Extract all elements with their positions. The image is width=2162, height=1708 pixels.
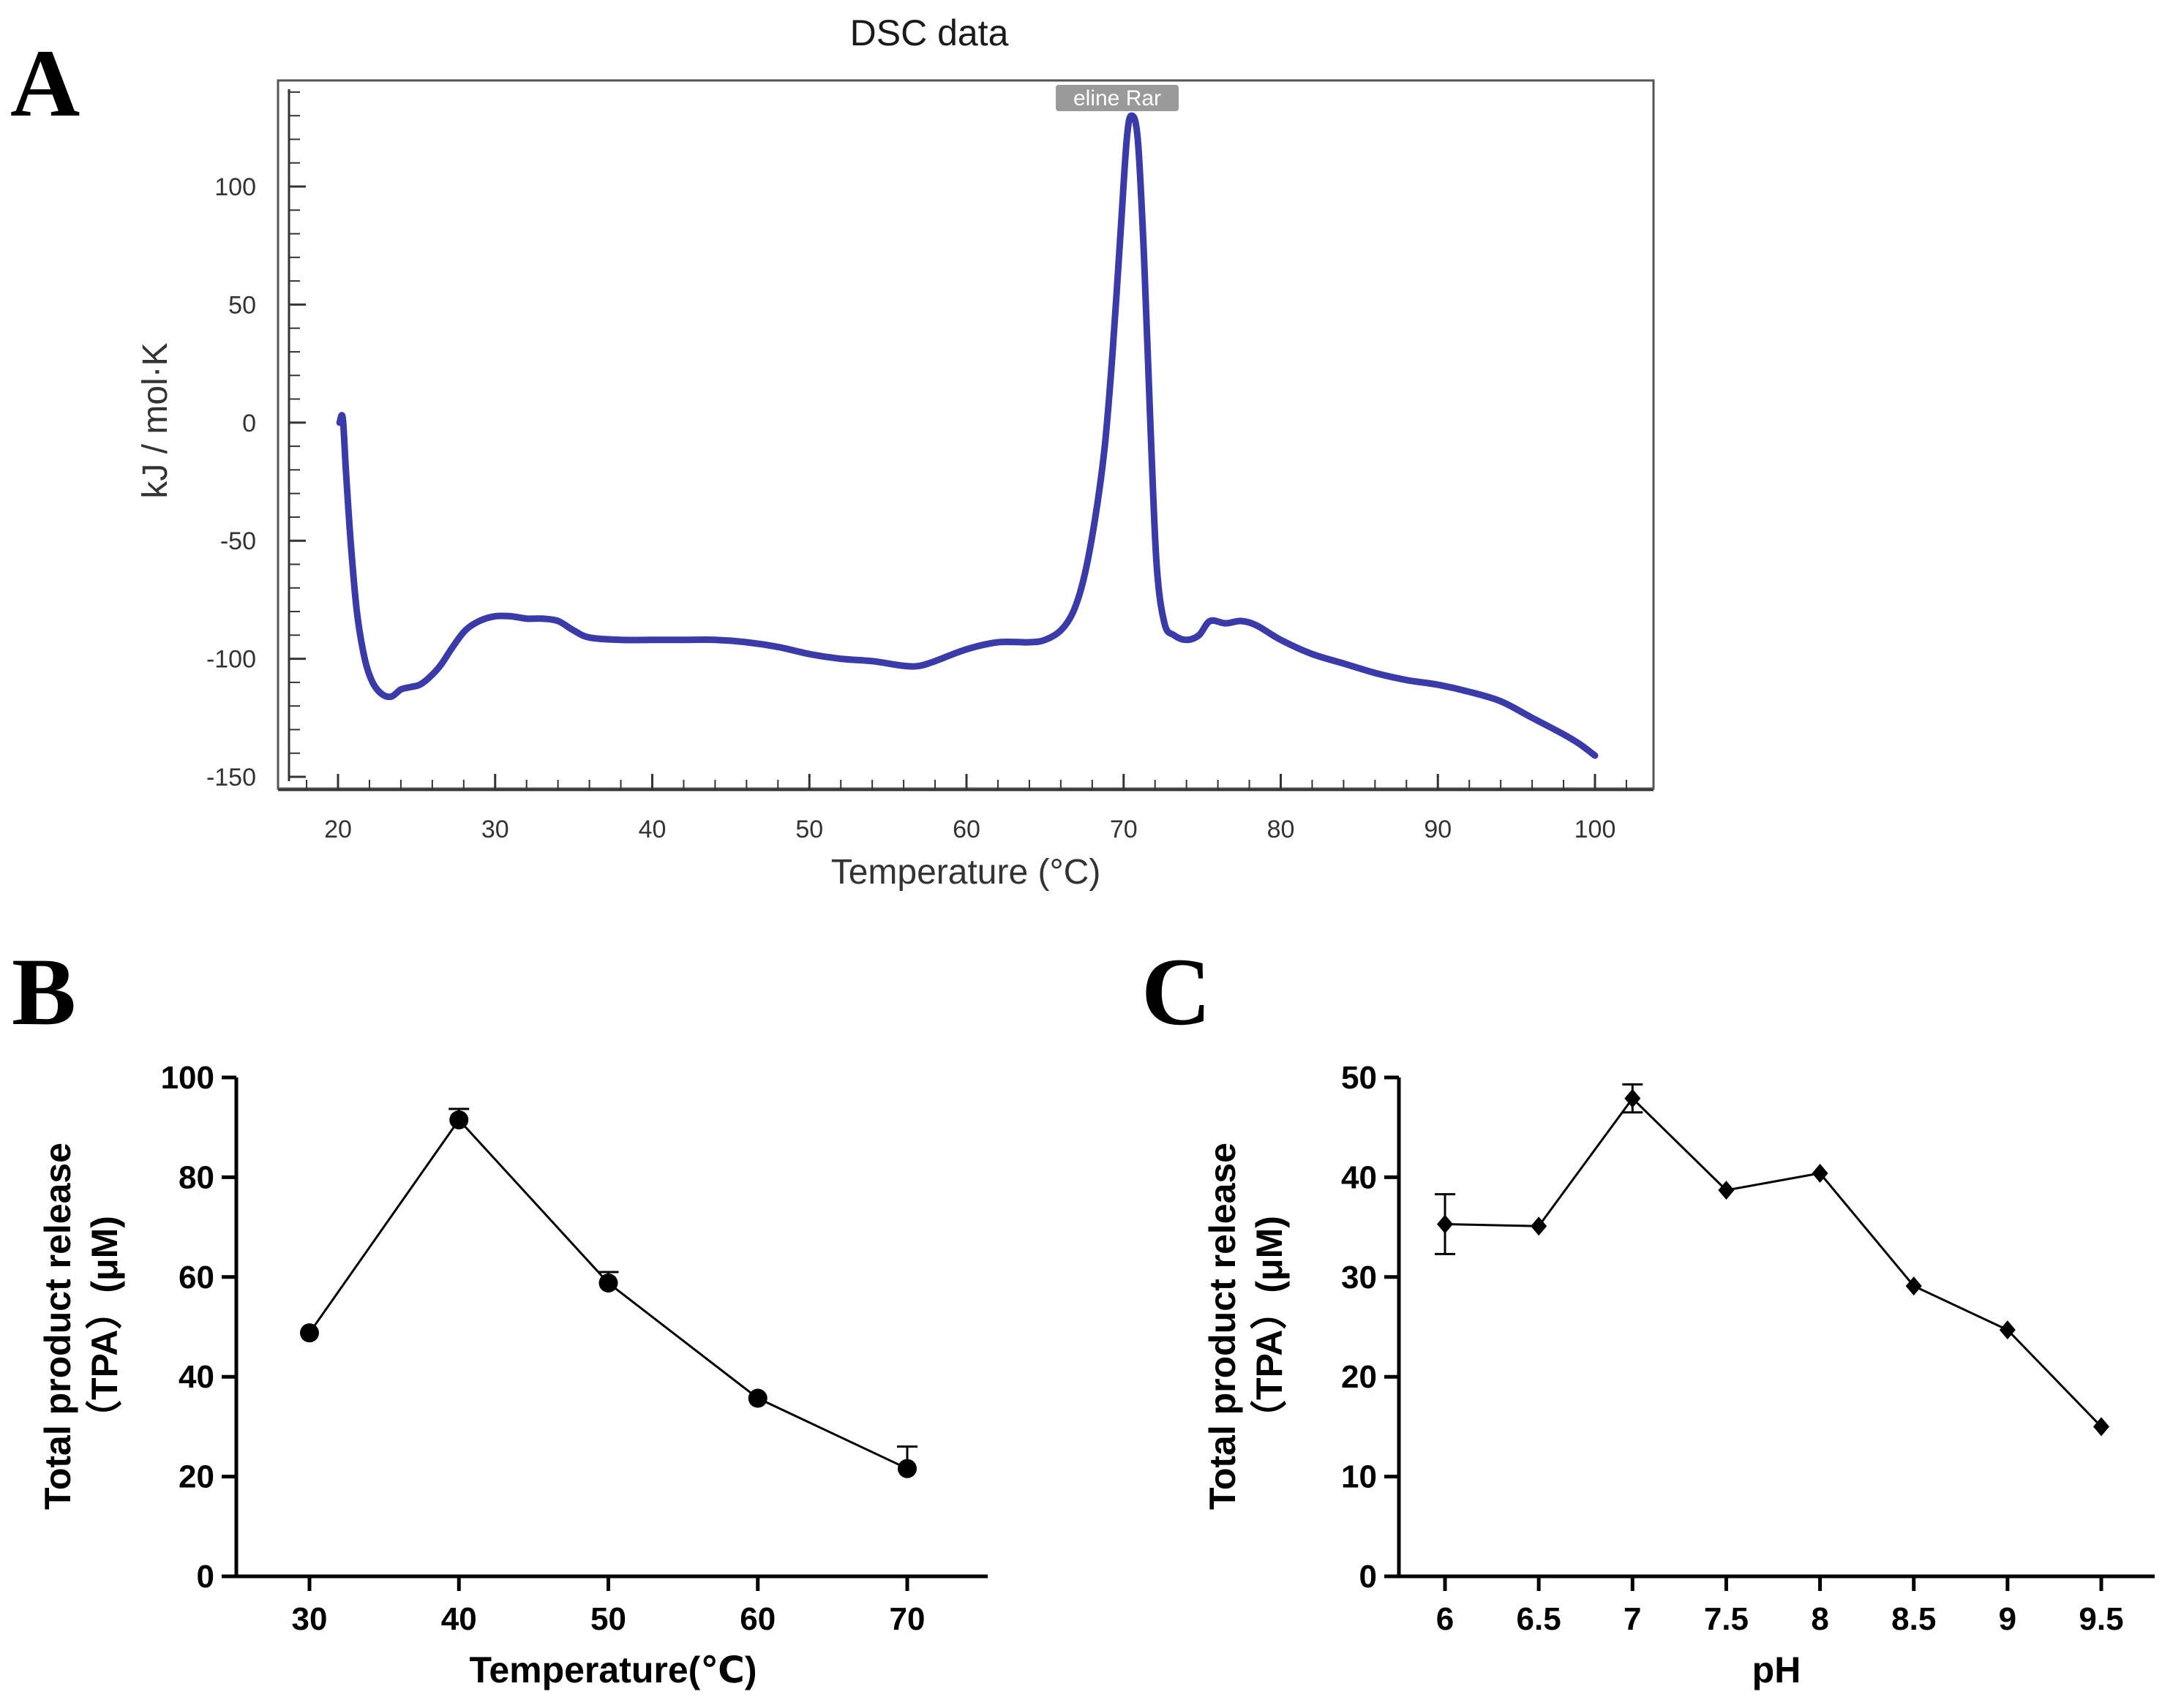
dsc-x-tick-label: 20 — [324, 816, 352, 843]
temp-y-tick-label: 20 — [179, 1459, 214, 1495]
dsc-x-tick-label: 90 — [1424, 816, 1452, 843]
dsc-y-tick-label: 0 — [242, 410, 256, 437]
dsc-title: DSC data — [850, 12, 1009, 53]
annotation-label: eline Rar — [1073, 86, 1161, 110]
dsc-plot-frame — [277, 79, 1655, 790]
temp-y-tick-label: 0 — [197, 1559, 214, 1595]
ph-data-point — [2093, 1417, 2109, 1437]
temp-x-tick-label: 40 — [441, 1601, 477, 1637]
ph-x-tick-label: 7 — [1624, 1601, 1641, 1637]
ph-data-point — [1531, 1216, 1547, 1236]
panel-letter-a: A — [10, 29, 80, 137]
dsc-x-tick-label: 70 — [1110, 816, 1138, 843]
ph-series-line — [1444, 1096, 2103, 1428]
ph-data-point — [1718, 1181, 1735, 1200]
temp-y-axis-label-line2: （TPA）(μM) — [84, 1216, 125, 1437]
temp-data-point — [898, 1459, 917, 1478]
ph-x-tick-label: 9 — [1999, 1601, 2016, 1637]
panel-letter-b: B — [12, 938, 76, 1045]
ph-data-point — [1905, 1276, 1922, 1296]
temp-y-tick-label: 60 — [179, 1260, 214, 1295]
ph-y-tick-label: 50 — [1341, 1060, 1377, 1096]
dsc-y-axis-label: kJ / mol·K — [136, 342, 175, 498]
temp-y-tick-label: 80 — [179, 1159, 214, 1195]
temp-x-tick-label: 30 — [292, 1601, 328, 1637]
dsc-x-axis-label: Temperature (°C) — [831, 853, 1101, 892]
temp-data-point — [598, 1273, 618, 1293]
ph-x-tick-label: 9.5 — [2079, 1601, 2123, 1637]
dsc-x-tick-label: 100 — [1574, 816, 1616, 843]
ph-y-axis-label-line1: Total product release — [1202, 1143, 1243, 1510]
ph-y-tick-label: 40 — [1341, 1159, 1377, 1195]
temp-y-axis-label-line1: Total product release — [37, 1143, 78, 1510]
dsc-y-tick-label: -100 — [206, 646, 256, 674]
ph-x-axis-label: pH — [1752, 1649, 1801, 1690]
temp-y-tick-label: 40 — [179, 1359, 214, 1395]
dsc-x-tick-label: 60 — [953, 816, 980, 843]
ph-x-tick-label: 7.5 — [1704, 1601, 1749, 1637]
ph-data-point — [1437, 1214, 1453, 1234]
dsc-y-tick-label: -50 — [220, 527, 256, 555]
ph-data-point — [1812, 1163, 1828, 1183]
ph-x-tick-label: 6.5 — [1517, 1601, 1561, 1637]
dsc-y-tick-label: -150 — [206, 764, 256, 791]
temperature-chart: 0 20 40 60 80 100 30 40 50 60 70 Temperature(℃) T… — [37, 1060, 988, 1690]
dsc-chart: -150 -100 -50 0 50 100 20 30 40 50 60 70 80 90 100 el… — [136, 79, 1655, 892]
temp-data-point — [449, 1110, 469, 1129]
ph-chart: 0 10 20 30 40 50 6 6.5 7 7.5 8 8.5 9 9.5 pH Total pr… — [1202, 1060, 2155, 1690]
ph-y-tick-label: 30 — [1341, 1260, 1377, 1295]
dsc-series-line — [336, 112, 1599, 759]
dsc-x-tick-label: 50 — [795, 816, 823, 843]
temp-x-tick-label: 70 — [890, 1601, 926, 1637]
temp-data-point — [748, 1388, 767, 1408]
temp-x-axis-label: Temperature(℃) — [469, 1649, 757, 1690]
panel-letter-c: C — [1141, 938, 1211, 1045]
temp-x-tick-label: 60 — [740, 1601, 776, 1637]
ph-data-point — [1999, 1320, 2016, 1340]
ph-y-tick-label: 0 — [1359, 1559, 1377, 1595]
temp-x-tick-label: 50 — [590, 1601, 626, 1637]
ph-data-point — [1624, 1088, 1641, 1108]
dsc-y-tick-label: 50 — [228, 291, 256, 319]
temp-y-tick-label: 100 — [161, 1060, 214, 1096]
ph-y-axis-label-line2: （TPA）(μM) — [1249, 1216, 1290, 1437]
dsc-y-tick-label: 100 — [214, 173, 256, 201]
dsc-x-tick-label: 80 — [1267, 816, 1295, 843]
ph-y-tick-label: 20 — [1341, 1359, 1377, 1395]
ph-x-tick-label: 6 — [1436, 1601, 1454, 1637]
ph-x-tick-label: 8 — [1811, 1601, 1828, 1637]
ph-y-tick-label: 10 — [1341, 1459, 1377, 1495]
ph-x-tick-label: 8.5 — [1891, 1601, 1936, 1637]
temp-data-point — [300, 1323, 319, 1343]
dsc-x-tick-label: 40 — [639, 816, 667, 843]
dsc-x-tick-label: 30 — [481, 816, 509, 843]
annotation-label-bg — [1056, 85, 1179, 111]
temp-series-line — [308, 1118, 908, 1470]
